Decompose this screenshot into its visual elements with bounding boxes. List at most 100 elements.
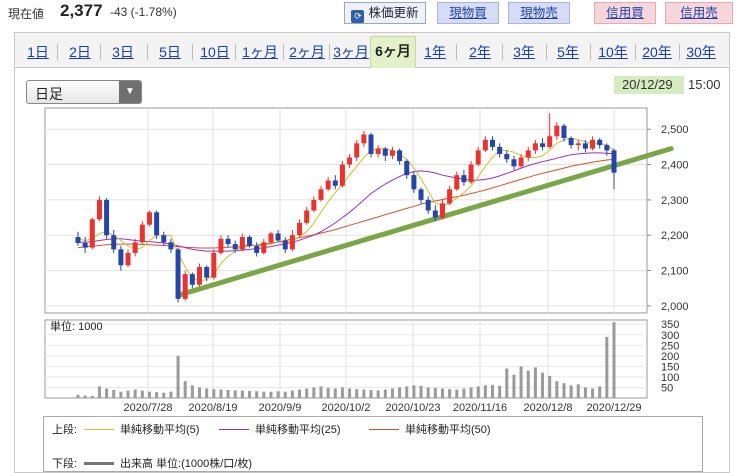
volume-bar bbox=[298, 389, 302, 398]
tab-5y[interactable]: 5年 bbox=[557, 44, 579, 60]
tab-30y[interactable]: 30年 bbox=[686, 44, 716, 60]
x-axis-label: 2020/10/23 bbox=[385, 402, 440, 414]
volume-bar bbox=[219, 389, 223, 398]
x-axis-label: 2020/9/9 bbox=[259, 402, 302, 414]
tab-5d[interactable]: 5日 bbox=[159, 44, 181, 60]
volume-bar bbox=[555, 381, 559, 398]
candle-down bbox=[604, 145, 610, 151]
legend-ma5-label: 単純移動平均(5) bbox=[120, 424, 200, 436]
tab-1d[interactable]: 1日 bbox=[27, 44, 49, 60]
cash-sell-button[interactable]: 現物売 bbox=[508, 2, 570, 24]
tab-1y[interactable]: 1年 bbox=[424, 44, 446, 60]
candle-up bbox=[311, 199, 317, 211]
tab-10d[interactable]: 10日 bbox=[200, 44, 230, 60]
candle-up bbox=[339, 164, 345, 186]
candle-up bbox=[361, 134, 367, 144]
candle-up bbox=[547, 136, 553, 147]
candle-down bbox=[104, 199, 110, 236]
price-value: 2,377 bbox=[60, 1, 103, 20]
chart-date: 20/12/29 bbox=[622, 77, 673, 92]
volume-bar bbox=[491, 384, 495, 398]
chart-time: 15:00 bbox=[688, 77, 721, 92]
price-tick-label: 2,400 bbox=[661, 160, 689, 172]
tab-2y[interactable]: 2年 bbox=[469, 44, 491, 60]
price-tick-label: 2,100 bbox=[661, 266, 689, 278]
tab-20y[interactable]: 20年 bbox=[642, 44, 672, 60]
candle-up bbox=[132, 242, 138, 253]
candle-up bbox=[482, 139, 488, 151]
candle-down bbox=[175, 249, 181, 299]
candle-down bbox=[611, 150, 617, 173]
candle-down bbox=[154, 212, 160, 236]
tab-3m[interactable]: 3ヶ月 bbox=[333, 44, 369, 60]
volume-bar bbox=[105, 388, 109, 398]
legend-lower-label: 下段: bbox=[52, 458, 78, 470]
candle-down bbox=[247, 237, 253, 246]
tab-6m[interactable]: 6ヶ月 bbox=[370, 36, 416, 69]
candle-down bbox=[418, 189, 424, 200]
volume-bar bbox=[305, 388, 309, 398]
candle-up bbox=[532, 143, 538, 151]
volume-bar bbox=[162, 392, 166, 398]
candle-up bbox=[554, 125, 560, 137]
candle-up bbox=[447, 189, 453, 204]
candle-down bbox=[382, 148, 388, 156]
cash-buy-button[interactable]: 現物買 bbox=[437, 2, 499, 24]
interval-select[interactable]: 日足 ▼ bbox=[26, 80, 142, 104]
volume-bar bbox=[512, 374, 516, 398]
tab-1m[interactable]: 1ヶ月 bbox=[242, 44, 278, 60]
volume-bar bbox=[326, 387, 330, 398]
tab-3y[interactable]: 3年 bbox=[513, 44, 535, 60]
tab-3d[interactable]: 3日 bbox=[112, 44, 134, 60]
candle-up bbox=[261, 242, 267, 253]
refresh-icon: ⟳ bbox=[351, 10, 365, 23]
candle-down bbox=[225, 238, 231, 245]
tab-2m[interactable]: 2ヶ月 bbox=[289, 44, 325, 60]
candle-down bbox=[404, 161, 410, 176]
candle-down bbox=[461, 175, 467, 183]
tab-2d[interactable]: 2日 bbox=[69, 44, 91, 60]
candle-up bbox=[218, 238, 224, 253]
update-price-button[interactable]: ⟳ 株価更新 bbox=[344, 2, 426, 24]
candle-down bbox=[511, 159, 517, 167]
x-axis-label: 2020/10/2 bbox=[322, 402, 371, 414]
candle-up bbox=[468, 164, 474, 183]
candle-up bbox=[454, 175, 460, 190]
volume-tick-label: 300 bbox=[661, 330, 679, 342]
quote-header: 現在値 2,377 -43 (-1.78%) ⟳ 株価更新 現物買 現物売 信用買… bbox=[0, 0, 741, 26]
volume-bar bbox=[419, 385, 423, 398]
legend-ma5: 単純移動平均(5) bbox=[84, 421, 199, 437]
legend-volume-label: 出来高 単位:(1000株/口/枚) bbox=[120, 458, 253, 470]
volume-bar bbox=[269, 391, 273, 398]
volume-bar bbox=[376, 390, 380, 398]
candle-up bbox=[304, 210, 310, 223]
volume-bar bbox=[126, 390, 130, 398]
legend-ma50-swatch bbox=[369, 429, 399, 430]
margin-sell-button[interactable]: 信用売 bbox=[665, 2, 733, 24]
candle-down bbox=[189, 274, 195, 285]
volume-bar bbox=[569, 385, 573, 398]
candle-down bbox=[332, 180, 338, 186]
volume-bar bbox=[112, 389, 116, 398]
volume-bar bbox=[362, 389, 366, 398]
candle-up bbox=[325, 180, 331, 190]
volume-bar bbox=[197, 387, 201, 398]
legend-upper-label: 上段: bbox=[52, 424, 78, 436]
candle-up bbox=[318, 189, 324, 200]
legend-ma50: 単純移動平均(50) bbox=[369, 421, 491, 437]
volume-bar bbox=[226, 389, 230, 398]
candle-down bbox=[204, 267, 210, 278]
volume-bar bbox=[433, 387, 437, 398]
price-label: 現在値 bbox=[8, 7, 45, 21]
candle-up bbox=[389, 150, 395, 156]
ma5-line bbox=[77, 137, 615, 282]
margin-buy-button[interactable]: 信用買 bbox=[594, 2, 656, 24]
volume-tick-label: 200 bbox=[661, 351, 679, 363]
volume-bar bbox=[519, 366, 523, 398]
chevron-down-icon: ▼ bbox=[119, 81, 141, 103]
volume-bar bbox=[276, 391, 280, 398]
volume-bar bbox=[248, 391, 252, 398]
tab-10y[interactable]: 10年 bbox=[598, 44, 628, 60]
ma50-line bbox=[77, 158, 615, 249]
